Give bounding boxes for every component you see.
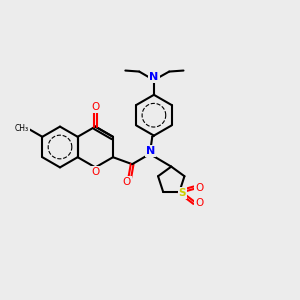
Text: N: N [149,72,158,82]
Text: O: O [195,198,204,208]
Text: O: O [91,102,100,112]
Text: O: O [195,183,204,193]
Text: N: N [146,146,155,156]
Text: O: O [91,167,100,177]
Text: CH₃: CH₃ [14,124,28,133]
Text: O: O [122,177,131,187]
Text: S: S [179,188,186,198]
